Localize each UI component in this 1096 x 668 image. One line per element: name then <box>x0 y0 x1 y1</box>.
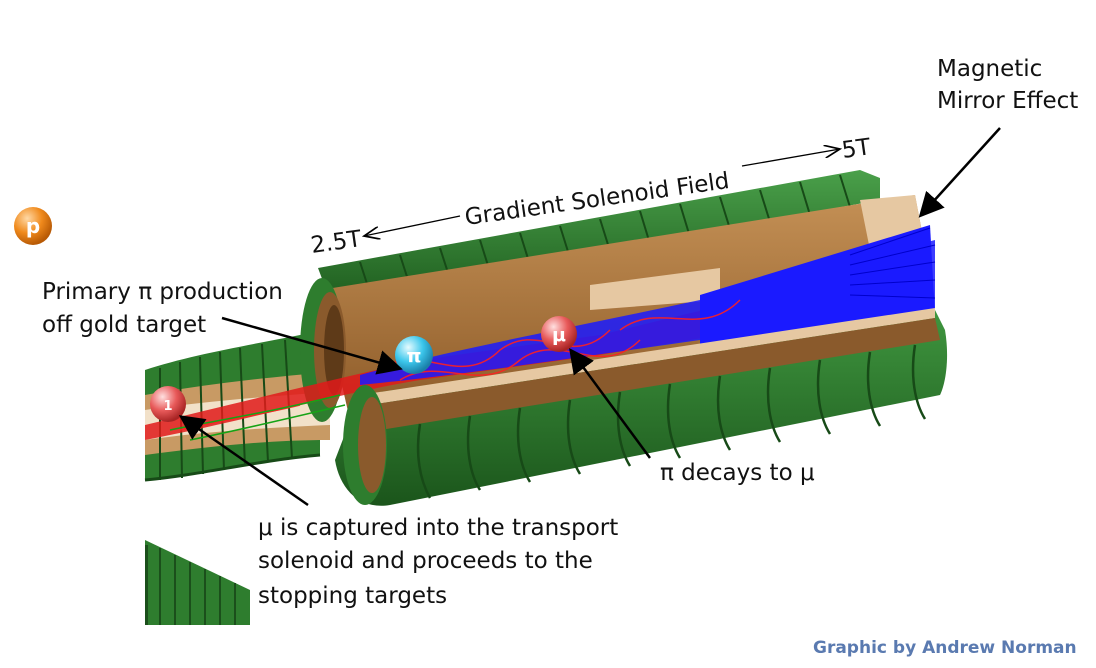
credit-label: Graphic by Andrew Norman <box>813 638 1077 658</box>
field-high-label: 5T <box>840 134 873 164</box>
capture-label-line2: solenoid and proceeds to the <box>258 548 593 574</box>
field-arrow-low <box>364 215 461 236</box>
transport-muon-label: 1 <box>163 399 172 414</box>
transport-muon-particle: 1 <box>150 386 186 422</box>
particle-tracks <box>145 225 936 441</box>
field-low-label: 2.5T <box>309 226 364 259</box>
pion-decay-label: π decays to μ <box>660 460 815 486</box>
capture-label-line3: stopping targets <box>258 583 447 609</box>
field-arrow-high <box>741 149 840 167</box>
muon-particle: μ <box>541 316 577 352</box>
pion-particle: π <box>395 336 433 374</box>
muon-label: μ <box>552 324 566 346</box>
decay-arrow <box>569 347 652 459</box>
production-solenoid <box>145 170 948 506</box>
mirror-label-line1: Magnetic <box>937 56 1042 82</box>
proton-label: p <box>26 214 40 238</box>
capture-label-line1: μ is captured into the transport <box>258 515 618 541</box>
field-arrows <box>364 149 840 236</box>
annotation-arrows <box>178 127 1001 507</box>
pion-label: π <box>406 345 421 367</box>
lower-coil-stack <box>145 540 250 625</box>
primary-label-line1: Primary π production <box>42 279 283 305</box>
mirror-arrow <box>918 127 1001 218</box>
capture-arrow <box>178 415 309 507</box>
primary-arrow <box>221 316 403 375</box>
mirror-label-line2: Mirror Effect <box>937 88 1078 114</box>
primary-label-line2: off gold target <box>42 312 206 338</box>
proton-particle: p <box>14 207 52 245</box>
